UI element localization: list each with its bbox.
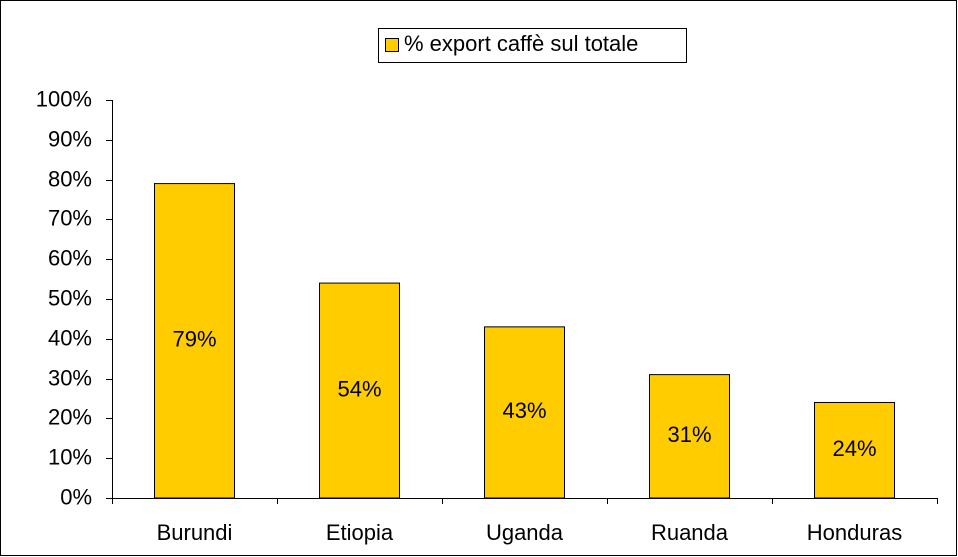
value-label: 24% [832, 436, 876, 461]
value-label: 31% [667, 422, 711, 447]
y-tick-label: 50% [48, 285, 92, 310]
bar [154, 183, 235, 499]
value-label: 79% [172, 327, 216, 352]
x-tick-label: Uganda [486, 520, 564, 545]
y-tick-label: 100% [36, 86, 92, 111]
legend-swatch [385, 38, 399, 52]
y-tick-label: 20% [48, 404, 92, 429]
bar [484, 326, 565, 499]
legend-box [378, 28, 687, 63]
y-tick-label: 60% [48, 245, 92, 270]
x-tick-label: Etiopia [326, 520, 394, 545]
bar [814, 401, 895, 499]
legend-label: % export caffè sul totale [404, 31, 638, 56]
y-tick-label: 80% [48, 166, 92, 191]
y-tick-label: 0% [60, 484, 92, 509]
x-tick-label: Ruanda [651, 520, 729, 545]
value-label: 43% [502, 398, 546, 423]
bar [319, 282, 400, 499]
y-tick-label: 30% [48, 365, 92, 390]
bar [649, 374, 730, 499]
y-tick-label: 90% [48, 126, 92, 151]
x-tick-label: Burundi [157, 520, 233, 545]
x-tick-label: Honduras [807, 520, 902, 545]
y-tick-label: 10% [48, 444, 92, 469]
y-tick-label: 70% [48, 205, 92, 230]
y-tick-label: 40% [48, 325, 92, 350]
value-label: 54% [337, 376, 381, 401]
